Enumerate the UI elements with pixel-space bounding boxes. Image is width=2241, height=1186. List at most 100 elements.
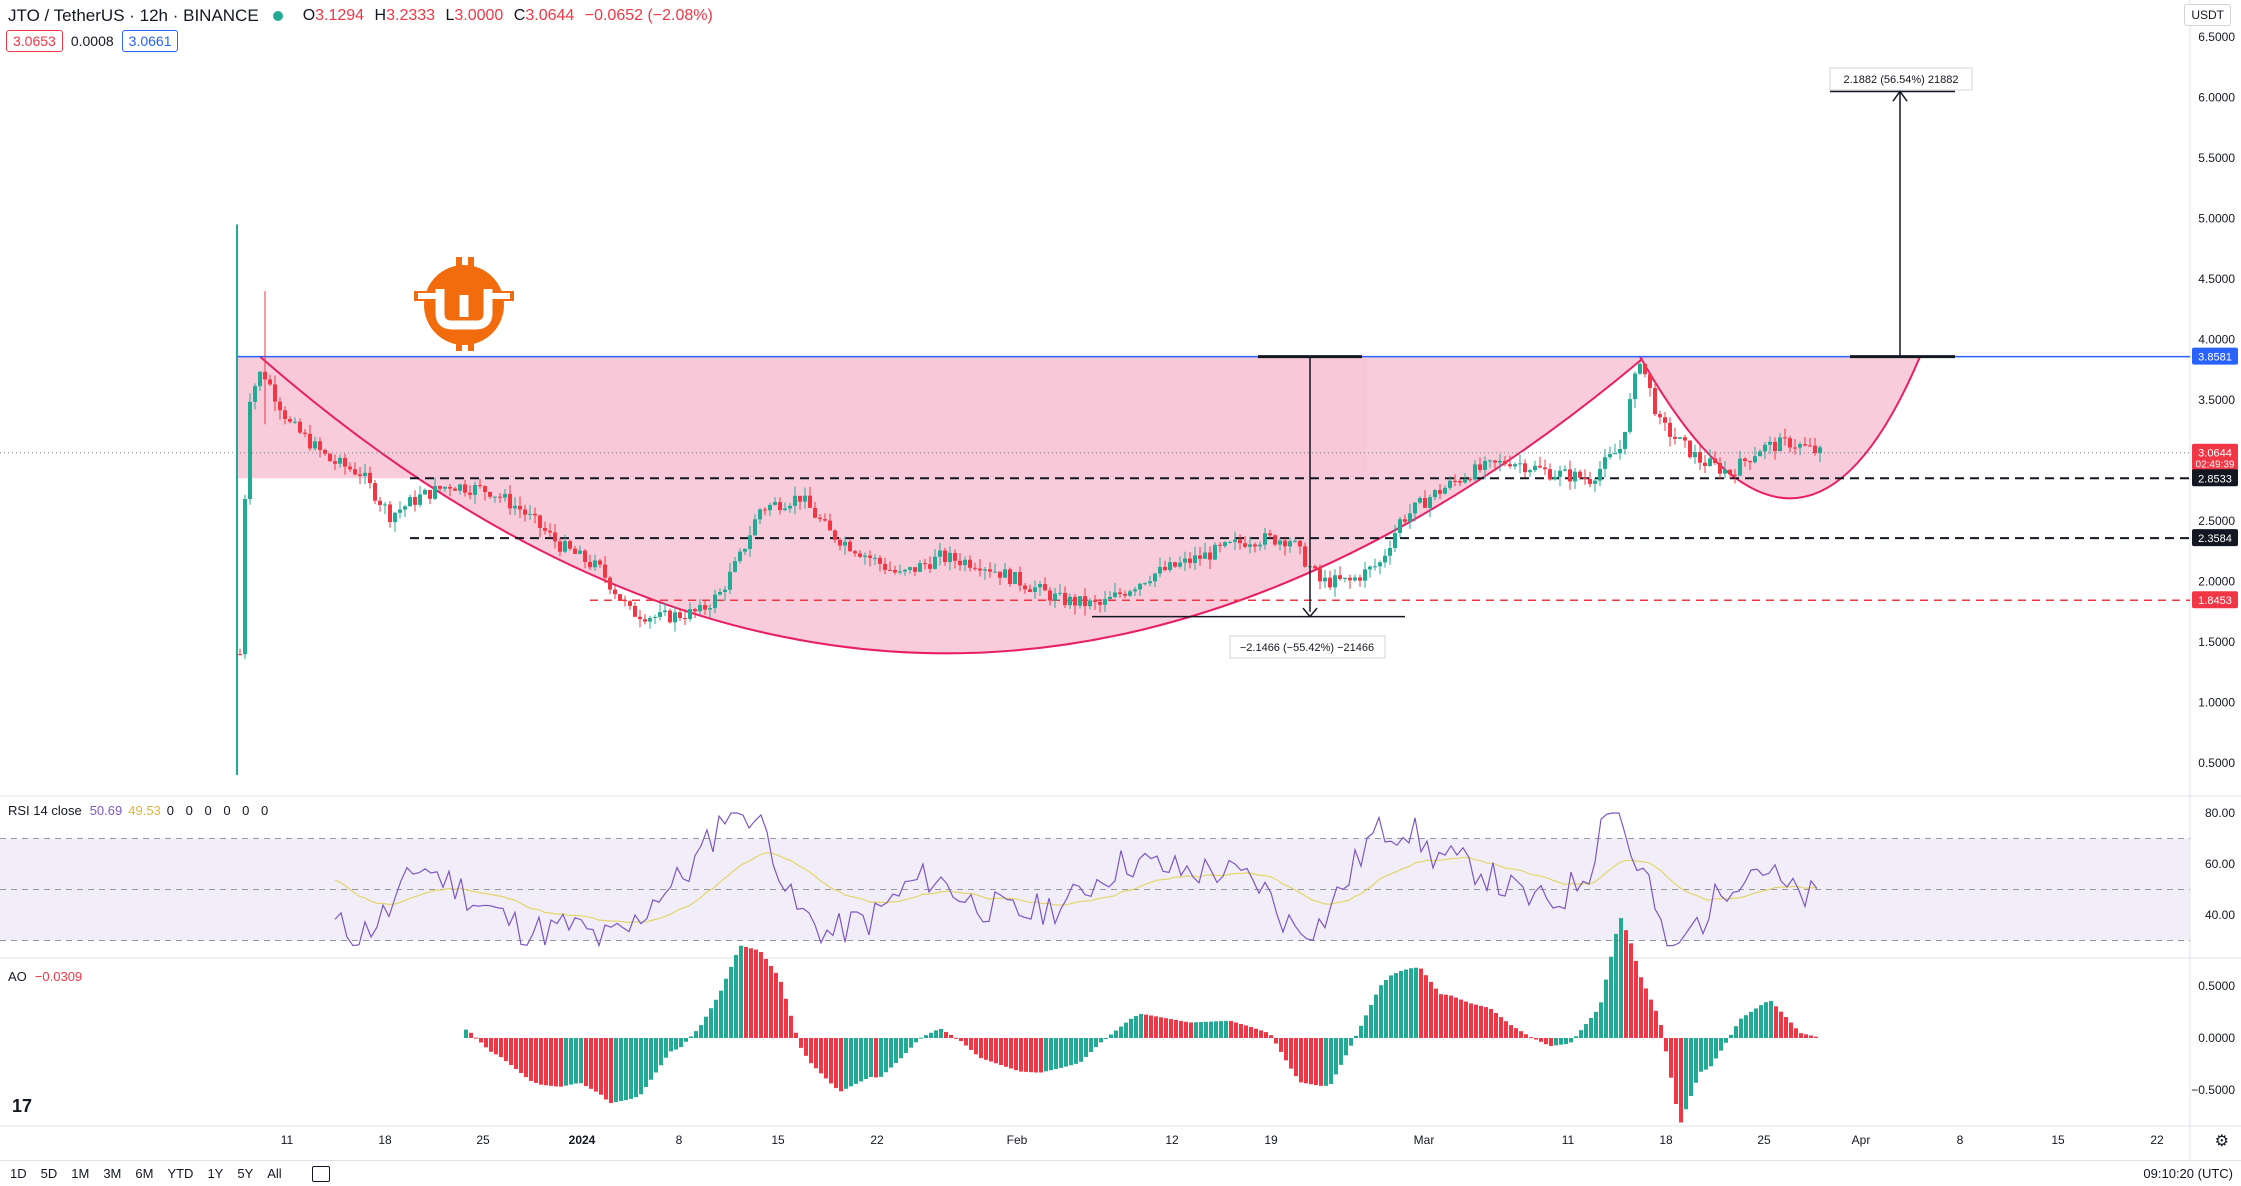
- ao-bar: [774, 972, 778, 1038]
- candle-body: [753, 519, 757, 536]
- ao-bar: [1224, 1020, 1228, 1038]
- candle-body: [1688, 440, 1692, 458]
- rsi-tick-label: 60.00: [2205, 857, 2235, 871]
- ao-bar: [1434, 988, 1438, 1038]
- ao-bar: [1634, 960, 1638, 1038]
- ao-bar: [1034, 1038, 1038, 1073]
- ao-bar: [1514, 1028, 1518, 1038]
- ao-bar: [1584, 1024, 1588, 1038]
- timeframe-3m[interactable]: 3M: [103, 1166, 122, 1181]
- time-tick-label: Feb: [1007, 1133, 1028, 1147]
- ao-bar: [1424, 975, 1428, 1038]
- tradingview-logo-icon[interactable]: 17: [12, 1096, 33, 1116]
- buy-price-button[interactable]: 3.0661: [121, 30, 179, 52]
- timeframe-all[interactable]: All: [267, 1166, 282, 1181]
- candle-body: [878, 557, 882, 564]
- handle-curve: [1639, 356, 1921, 500]
- ao-bar: [684, 1038, 688, 1042]
- sell-price-button[interactable]: 3.0653: [6, 30, 63, 52]
- time-tick-label: 15: [2051, 1133, 2065, 1147]
- ao-bar: [1059, 1038, 1063, 1068]
- ao-bar: [579, 1038, 583, 1084]
- symbol-title[interactable]: JTO / TetherUS · 12h · BINANCE: [8, 6, 259, 25]
- candle-body: [1203, 552, 1207, 559]
- ao-bar: [1249, 1026, 1253, 1038]
- ao-bar: [1394, 973, 1398, 1038]
- timeframe-1m[interactable]: 1M: [71, 1166, 90, 1181]
- ao-legend[interactable]: AO −0.0309: [8, 969, 83, 984]
- ao-bar: [974, 1038, 978, 1055]
- ao-bar: [1254, 1028, 1258, 1038]
- candle-body: [833, 530, 837, 540]
- candle-body: [773, 502, 777, 505]
- candle-body: [523, 509, 527, 515]
- candle-body: [1088, 600, 1092, 607]
- candle-body: [728, 571, 732, 590]
- ao-bar: [554, 1038, 558, 1087]
- candle-body: [1118, 592, 1122, 595]
- ao-bar: [1159, 1017, 1163, 1038]
- candle-body: [713, 594, 717, 609]
- clock-display[interactable]: 09:10:20 (UTC): [2143, 1166, 2233, 1181]
- candle-body: [743, 548, 747, 552]
- ao-bar: [489, 1038, 493, 1052]
- candle-body: [818, 517, 822, 520]
- candle-body: [648, 618, 652, 622]
- time-tick-label: 15: [771, 1133, 785, 1147]
- candle-body: [658, 612, 662, 617]
- currency-selector[interactable]: USDT: [2184, 4, 2231, 26]
- candle-body: [258, 371, 262, 387]
- candle-body: [1683, 437, 1687, 441]
- ao-bar: [704, 1016, 708, 1038]
- candle-body: [613, 589, 617, 595]
- ao-bar: [1304, 1038, 1308, 1084]
- candle-body: [1113, 592, 1117, 597]
- timeframe-5y[interactable]: 5Y: [237, 1166, 254, 1181]
- candle-body: [978, 568, 982, 571]
- candle-body: [883, 563, 887, 570]
- candle-body: [1388, 547, 1392, 556]
- ao-bar: [1314, 1038, 1318, 1086]
- timeframe-6m[interactable]: 6M: [135, 1166, 154, 1181]
- candle-body: [933, 556, 937, 569]
- rsi-legend[interactable]: RSI 14 close 50.69 49.53 0 0 0 0 0 0: [8, 803, 273, 818]
- ao-bar: [839, 1038, 843, 1092]
- timeframe-1y[interactable]: 1Y: [207, 1166, 224, 1181]
- candle-body: [1603, 457, 1607, 469]
- timeframe-1d[interactable]: 1D: [10, 1166, 27, 1181]
- market-open-indicator: [272, 11, 283, 21]
- candle-body: [358, 474, 362, 476]
- ao-bar: [979, 1038, 983, 1059]
- ao-bar: [934, 1030, 938, 1038]
- gear-icon[interactable]: ⚙: [2214, 1133, 2229, 1150]
- timeframe-ytd[interactable]: YTD: [167, 1166, 194, 1181]
- candle-body: [1368, 566, 1372, 570]
- ao-bar: [1129, 1018, 1133, 1038]
- candle-body: [443, 486, 447, 489]
- candle-body: [1508, 464, 1512, 467]
- ao-bar: [764, 958, 768, 1038]
- calendar-icon[interactable]: [311, 1165, 330, 1182]
- ao-bar: [1219, 1021, 1223, 1038]
- candle-body: [408, 497, 412, 507]
- candle-body: [1798, 444, 1802, 448]
- candle-body: [1293, 540, 1297, 542]
- timeframe-5d[interactable]: 5D: [40, 1166, 58, 1181]
- ao-bar: [1674, 1038, 1678, 1105]
- ao-bar: [1469, 1003, 1473, 1038]
- candle-body: [1638, 363, 1642, 374]
- ao-bar: [499, 1038, 503, 1058]
- spread-value: 0.0008: [70, 33, 114, 49]
- ao-bar: [1164, 1018, 1168, 1038]
- ao-bar: [1144, 1014, 1148, 1038]
- ao-bar: [1019, 1038, 1023, 1072]
- ao-bar: [1229, 1020, 1233, 1038]
- rsi-line: [334, 812, 1818, 948]
- handle-fill: [1640, 356, 1920, 499]
- ao-bar: [1134, 1016, 1138, 1038]
- ao-bar: [1294, 1038, 1298, 1077]
- price-badge-label: 1.8453: [2198, 595, 2232, 607]
- ao-bar: [584, 1038, 588, 1087]
- candle-body: [968, 559, 972, 568]
